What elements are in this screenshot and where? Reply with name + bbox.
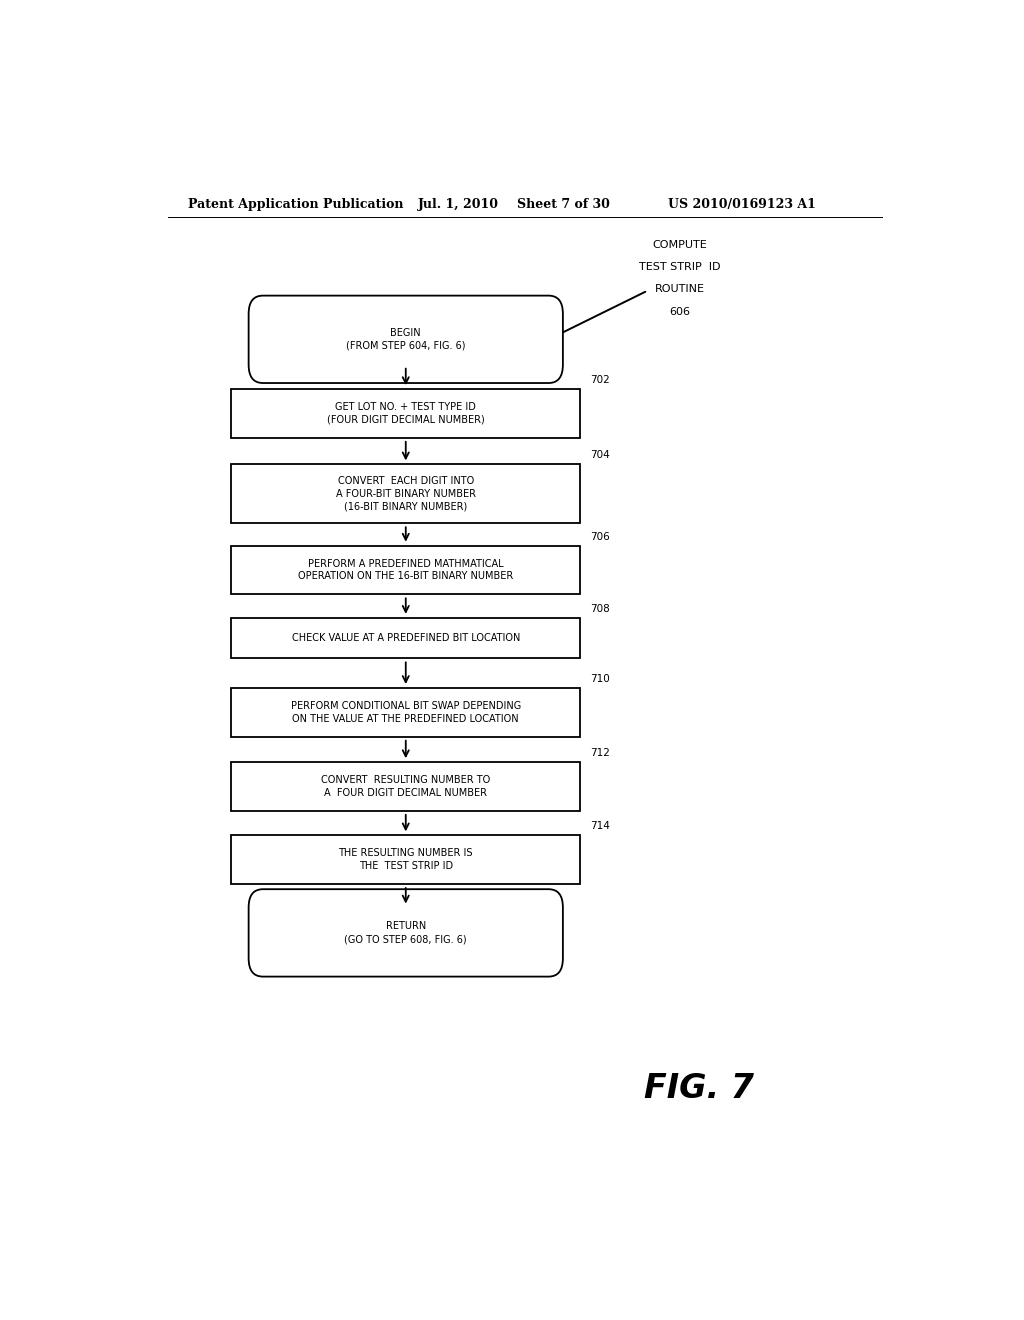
Bar [231, 618, 581, 659]
Text: 704: 704 [590, 450, 609, 461]
Text: Patent Application Publication: Patent Application Publication [187, 198, 403, 211]
Text: BEGIN
(FROM STEP 604, FIG. 6): BEGIN (FROM STEP 604, FIG. 6) [346, 327, 466, 351]
Bar [231, 545, 581, 594]
Text: CHECK VALUE AT A PREDEFINED BIT LOCATION: CHECK VALUE AT A PREDEFINED BIT LOCATION [292, 634, 520, 643]
Text: 710: 710 [590, 675, 609, 684]
Bar [231, 465, 581, 523]
Text: 714: 714 [590, 821, 609, 832]
Text: ROUTINE: ROUTINE [654, 284, 705, 294]
FancyBboxPatch shape [249, 890, 563, 977]
Text: COMPUTE: COMPUTE [652, 240, 707, 249]
Text: FIG. 7: FIG. 7 [644, 1072, 755, 1105]
Text: Jul. 1, 2010: Jul. 1, 2010 [418, 198, 499, 211]
Text: GET LOT NO. + TEST TYPE ID
(FOUR DIGIT DECIMAL NUMBER): GET LOT NO. + TEST TYPE ID (FOUR DIGIT D… [327, 403, 484, 425]
Text: 702: 702 [590, 375, 609, 385]
Bar [231, 688, 581, 737]
Text: 708: 708 [590, 603, 609, 614]
FancyBboxPatch shape [249, 296, 563, 383]
Text: Sheet 7 of 30: Sheet 7 of 30 [517, 198, 609, 211]
Text: CONVERT  RESULTING NUMBER TO
A  FOUR DIGIT DECIMAL NUMBER: CONVERT RESULTING NUMBER TO A FOUR DIGIT… [322, 775, 490, 797]
Text: RETURN
(GO TO STEP 608, FIG. 6): RETURN (GO TO STEP 608, FIG. 6) [344, 921, 467, 944]
Bar [231, 836, 581, 884]
Text: PERFORM A PREDEFINED MATHMATICAL
OPERATION ON THE 16-BIT BINARY NUMBER: PERFORM A PREDEFINED MATHMATICAL OPERATI… [298, 558, 513, 581]
Text: 706: 706 [590, 532, 609, 541]
Text: PERFORM CONDITIONAL BIT SWAP DEPENDING
ON THE VALUE AT THE PREDEFINED LOCATION: PERFORM CONDITIONAL BIT SWAP DEPENDING O… [291, 701, 521, 723]
Text: THE RESULTING NUMBER IS
THE  TEST STRIP ID: THE RESULTING NUMBER IS THE TEST STRIP I… [339, 849, 473, 871]
Text: 712: 712 [590, 748, 609, 758]
Bar [231, 389, 581, 438]
Text: US 2010/0169123 A1: US 2010/0169123 A1 [668, 198, 815, 211]
Text: CONVERT  EACH DIGIT INTO
A FOUR-BIT BINARY NUMBER
(16-BIT BINARY NUMBER): CONVERT EACH DIGIT INTO A FOUR-BIT BINAR… [336, 477, 476, 512]
Text: 606: 606 [669, 306, 690, 317]
Text: TEST STRIP  ID: TEST STRIP ID [639, 263, 720, 272]
Bar [231, 762, 581, 810]
